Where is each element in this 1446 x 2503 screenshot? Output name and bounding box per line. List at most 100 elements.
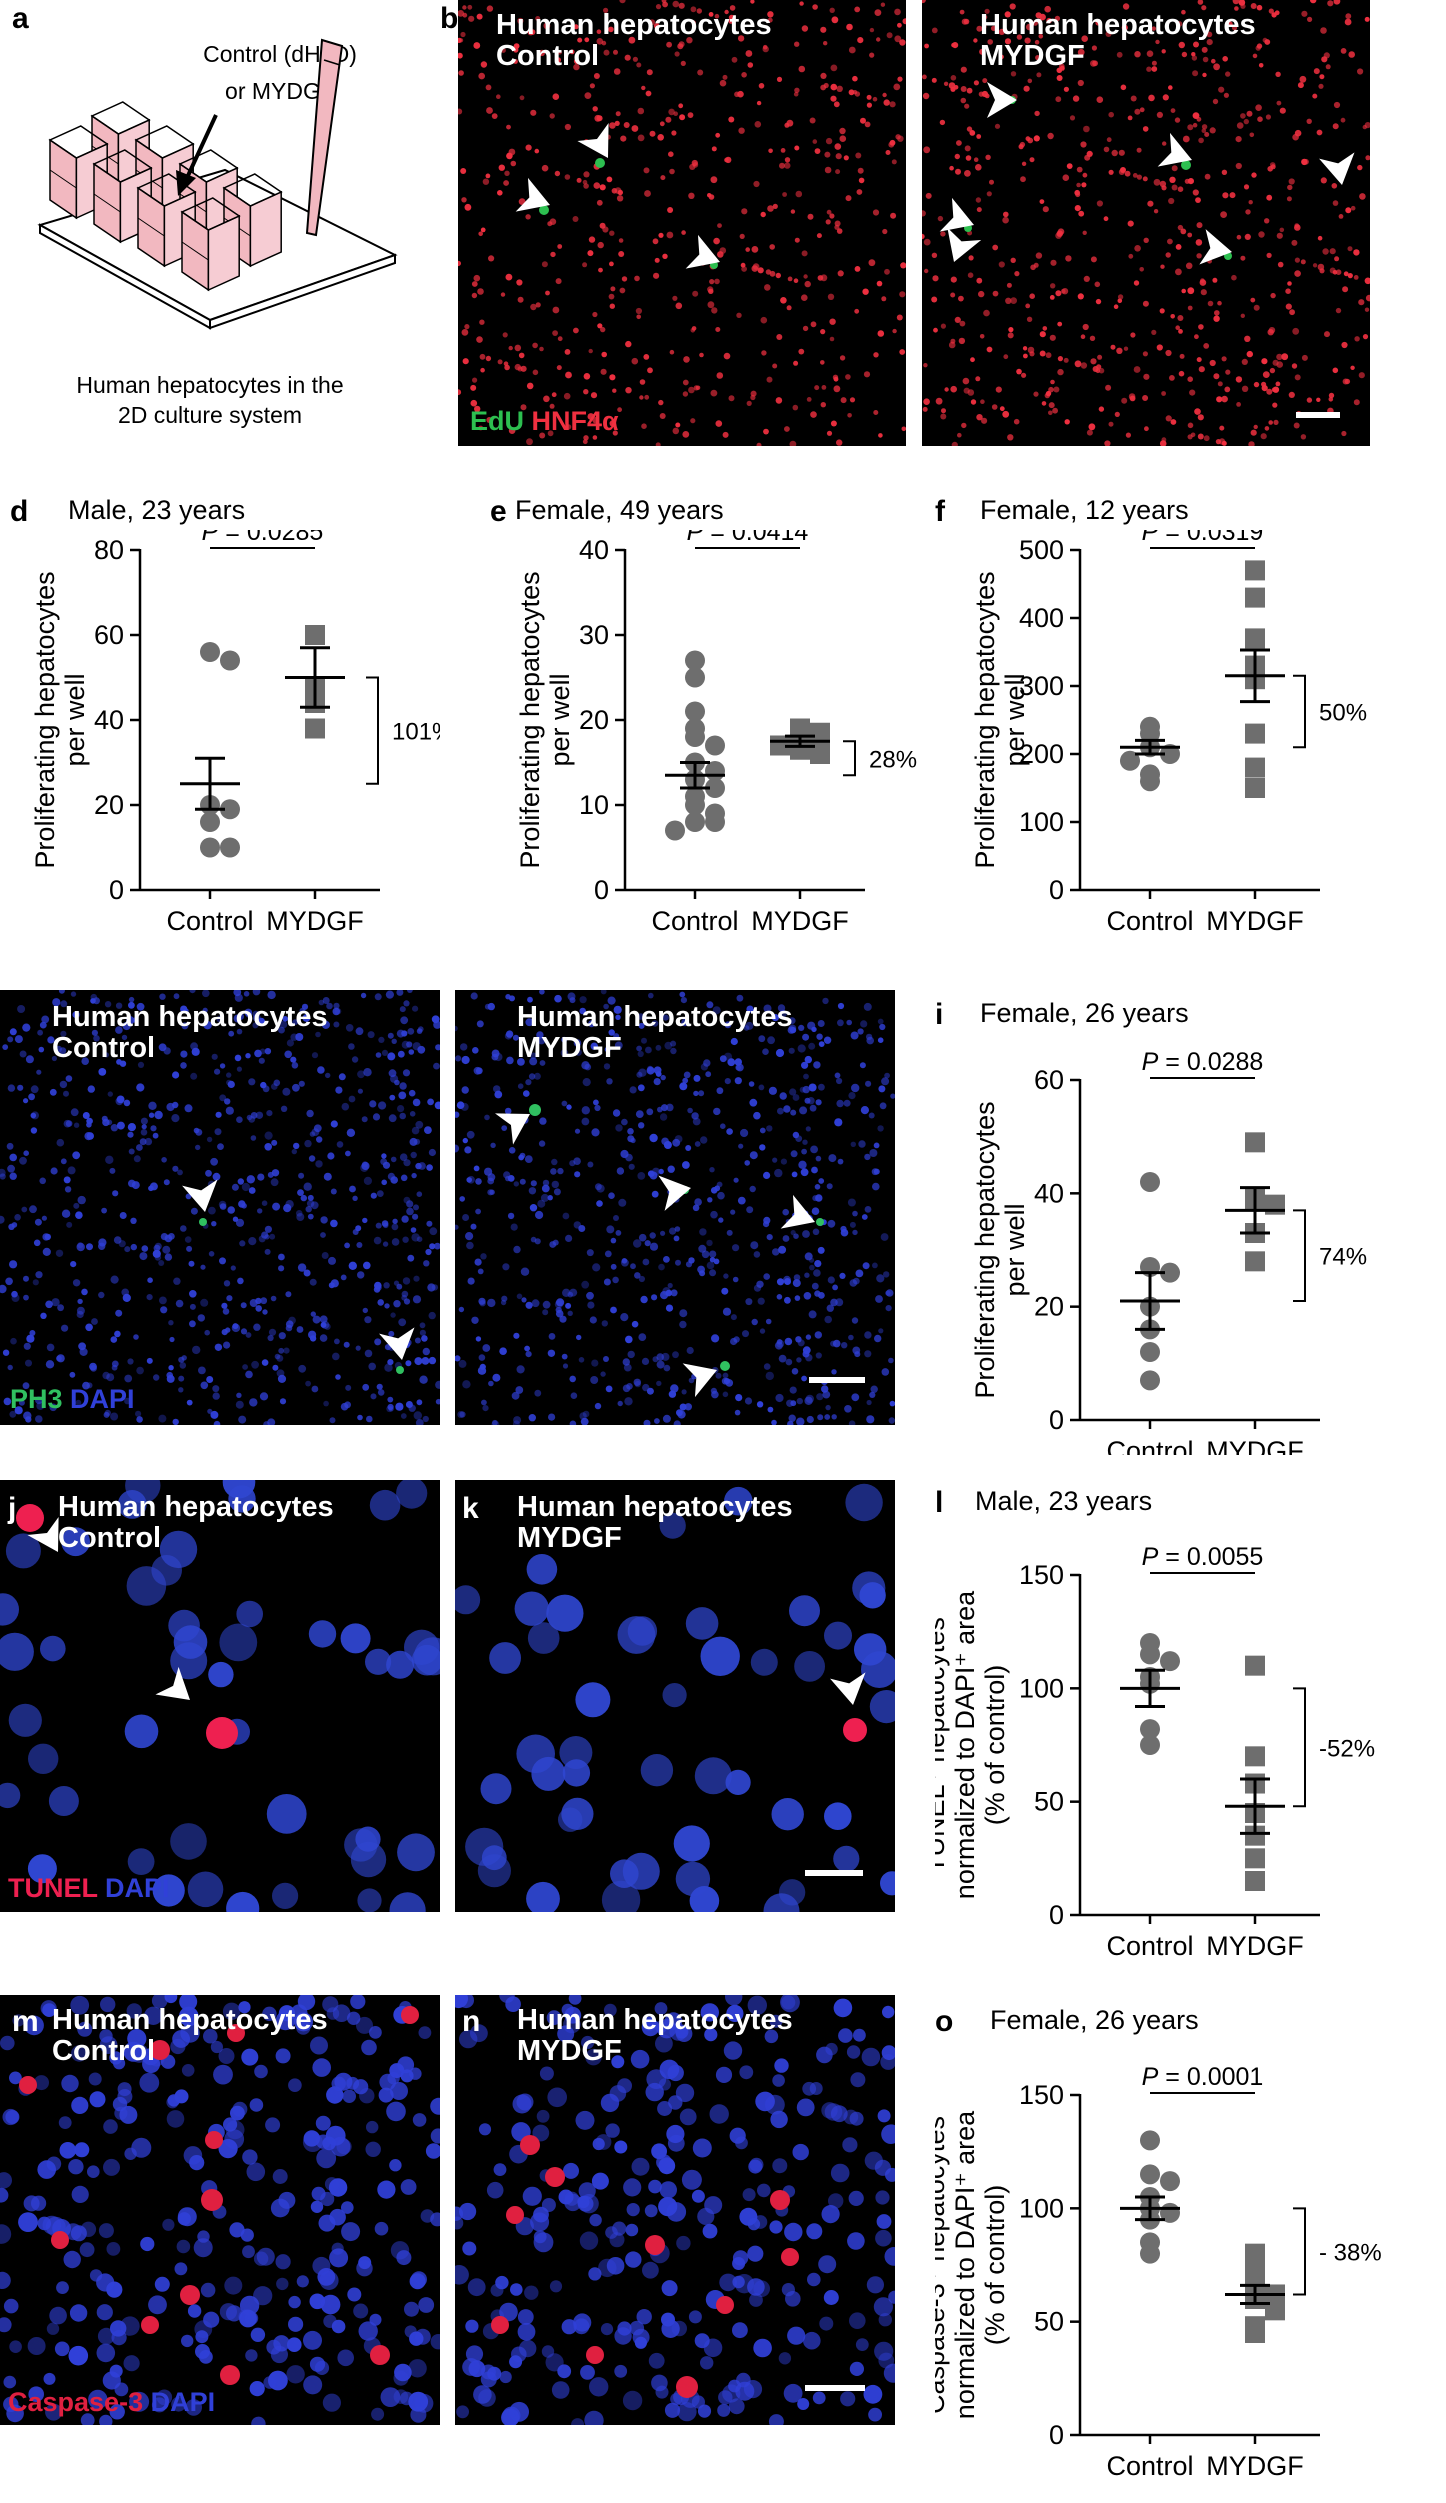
chart-f-title: Female, 12 years — [980, 495, 1189, 525]
y-tick-label: 40 — [579, 535, 609, 565]
p-value-label: P = 0.0001 — [1142, 2063, 1264, 2091]
data-point-mydgf — [1245, 1132, 1265, 1153]
micrograph-k-condition: MYDGF — [517, 1522, 622, 1554]
y-tick-label: 20 — [579, 705, 609, 735]
x-tick-label: MYDGF — [266, 906, 364, 936]
change-bracket — [1293, 1687, 1306, 1808]
y-tick-label: 0 — [594, 875, 609, 905]
labeled-cell — [529, 1104, 541, 1116]
labeled-cell — [206, 1717, 238, 1749]
x-tick-label: Control — [1106, 2451, 1193, 2481]
y-tick-label: 200 — [1019, 739, 1064, 769]
data-point-mydgf — [305, 718, 325, 739]
micrograph-g-condition: Control — [52, 1032, 156, 1064]
panel-letter-i: i — [935, 998, 944, 1031]
stain-label-dapi: DAPI — [105, 1873, 170, 1903]
svg-text:normalized to DAPI⁺ area: normalized to DAPI⁺ area — [950, 2110, 980, 2419]
data-point-control — [705, 778, 725, 798]
data-point-mydgf — [1245, 757, 1265, 778]
x-tick-label: MYDGF — [1206, 1931, 1304, 1961]
y-tick-label: 0 — [1049, 1405, 1064, 1435]
data-point-mydgf — [305, 625, 325, 645]
y-tick-label: 150 — [1019, 1560, 1064, 1590]
data-point-control — [685, 795, 705, 815]
y-tick-label: 20 — [94, 790, 124, 820]
y-tick-label: 400 — [1019, 603, 1064, 633]
arrowhead-marker — [1157, 132, 1192, 167]
y-axis-label: Proliferating hepatocytes per well — [30, 571, 90, 868]
cell-nuclei — [0, 1480, 440, 1912]
labeled-cell — [201, 2189, 223, 2211]
labeled-cell — [843, 1718, 867, 1742]
data-point-mydgf — [1245, 1848, 1265, 1869]
arrowhead-marker — [27, 1517, 59, 1552]
y-tick-label: 20 — [1034, 1292, 1064, 1322]
micrograph-h-condition: MYDGF — [517, 1032, 622, 1064]
micrograph-j-control-tunel-dapi: Human hepatocytes Control TUNEL DAPI — [0, 1480, 440, 1912]
panel-letter-e: e — [490, 495, 507, 528]
y-tick-label: 60 — [94, 620, 124, 650]
data-point-control — [1140, 2130, 1160, 2151]
micrograph-g-title: Human hepatocytes — [52, 1001, 328, 1033]
svg-text:TUNEL⁺ hepatocytes: TUNEL⁺ hepatocytes — [935, 1617, 950, 1873]
data-point-mydgf — [1245, 1655, 1265, 1676]
chart-d: 0 20 40 60 80 Control MYDGF Proliferating hepat… — [30, 530, 440, 936]
panel-letter-n: n — [462, 2005, 481, 2038]
y-tick-label: 100 — [1019, 1673, 1064, 1703]
arrowhead-marker — [379, 1327, 415, 1360]
labeled-cell — [396, 1366, 404, 1374]
y-tick-label: 500 — [1019, 535, 1064, 565]
svg-text:Proliferating hepatocytes: Proliferating hepatocytes — [30, 571, 60, 868]
micrograph-n-condition: MYDGF — [517, 2035, 622, 2067]
y-tick-label: 0 — [1049, 875, 1064, 905]
change-bracket — [843, 740, 856, 777]
micrograph-c-condition: MYDGF — [980, 40, 1085, 72]
labeled-cell — [770, 2190, 790, 2210]
micrograph-k-mydgf-tunel-dapi: Human hepatocytes MYDGF — [455, 1480, 895, 1912]
x-tick-label: MYDGF — [751, 906, 849, 936]
y-tick-label: 0 — [1049, 1900, 1064, 1930]
chart-o-title: Female, 26 years — [990, 2005, 1199, 2035]
cell-nuclei — [455, 1483, 895, 1912]
labeled-cell — [370, 2345, 390, 2365]
data-point-control — [1140, 771, 1160, 792]
micrograph-b-condition: Control — [496, 40, 600, 72]
svg-text:per well: per well — [1000, 1203, 1030, 1296]
data-point-control — [665, 820, 685, 841]
micrograph-h-mydgf-ph3-dapi: Human hepatocytes MYDGF — [455, 990, 895, 1425]
labeled-cell — [539, 205, 549, 215]
labeled-cell — [520, 2135, 540, 2155]
data-point-control — [220, 837, 240, 858]
data-point-control — [685, 812, 705, 832]
data-point-control — [1140, 1719, 1160, 1740]
culture-well — [92, 149, 153, 244]
arrowhead-marker — [1319, 152, 1355, 185]
chart-l: 0 50 100 150 Control MYDGF TUNEL⁺ hepatocytes n… — [935, 1543, 1375, 1961]
data-point-control — [1160, 2171, 1180, 2192]
data-point-control — [685, 727, 705, 747]
chart-d-title: Male, 23 years — [68, 495, 246, 525]
svg-text:per well: per well — [545, 673, 575, 766]
svg-text:(% of control): (% of control) — [980, 1665, 1010, 1826]
change-bracket — [1293, 2207, 1306, 2296]
labeled-cell — [1181, 160, 1191, 170]
data-point-mydgf — [1245, 778, 1265, 798]
arrowhead-marker — [495, 1113, 530, 1145]
panel-letter-o: o — [935, 2005, 954, 2038]
y-tick-label: 50 — [1034, 1787, 1064, 1817]
arrowhead-marker — [780, 1194, 815, 1229]
micrograph-c-mydgf-edu-hnf4a: Human hepatocytes MYDGF — [922, 0, 1370, 446]
arrowhead-marker — [515, 177, 550, 212]
svg-text:(% of control): (% of control) — [980, 2185, 1010, 2346]
micrograph-g-control-ph3-dapi: Human hepatocytes Control PH3 DAPI — [0, 990, 440, 1425]
chart-i: 0 20 40 60 Control MYDGF Proliferating hepatoc… — [970, 1048, 1367, 1455]
percent-change-label: 50% — [1319, 700, 1367, 727]
data-point-mydgf — [1245, 1871, 1265, 1891]
y-tick-label: 50 — [1034, 2307, 1064, 2337]
arrowhead-marker — [182, 1179, 218, 1212]
data-point-mydgf — [1245, 1251, 1265, 1272]
panel-letter-a: a — [12, 2, 29, 35]
data-point-control — [1160, 1262, 1180, 1283]
labeled-cell — [716, 2296, 734, 2314]
y-tick-label: 300 — [1019, 671, 1064, 701]
